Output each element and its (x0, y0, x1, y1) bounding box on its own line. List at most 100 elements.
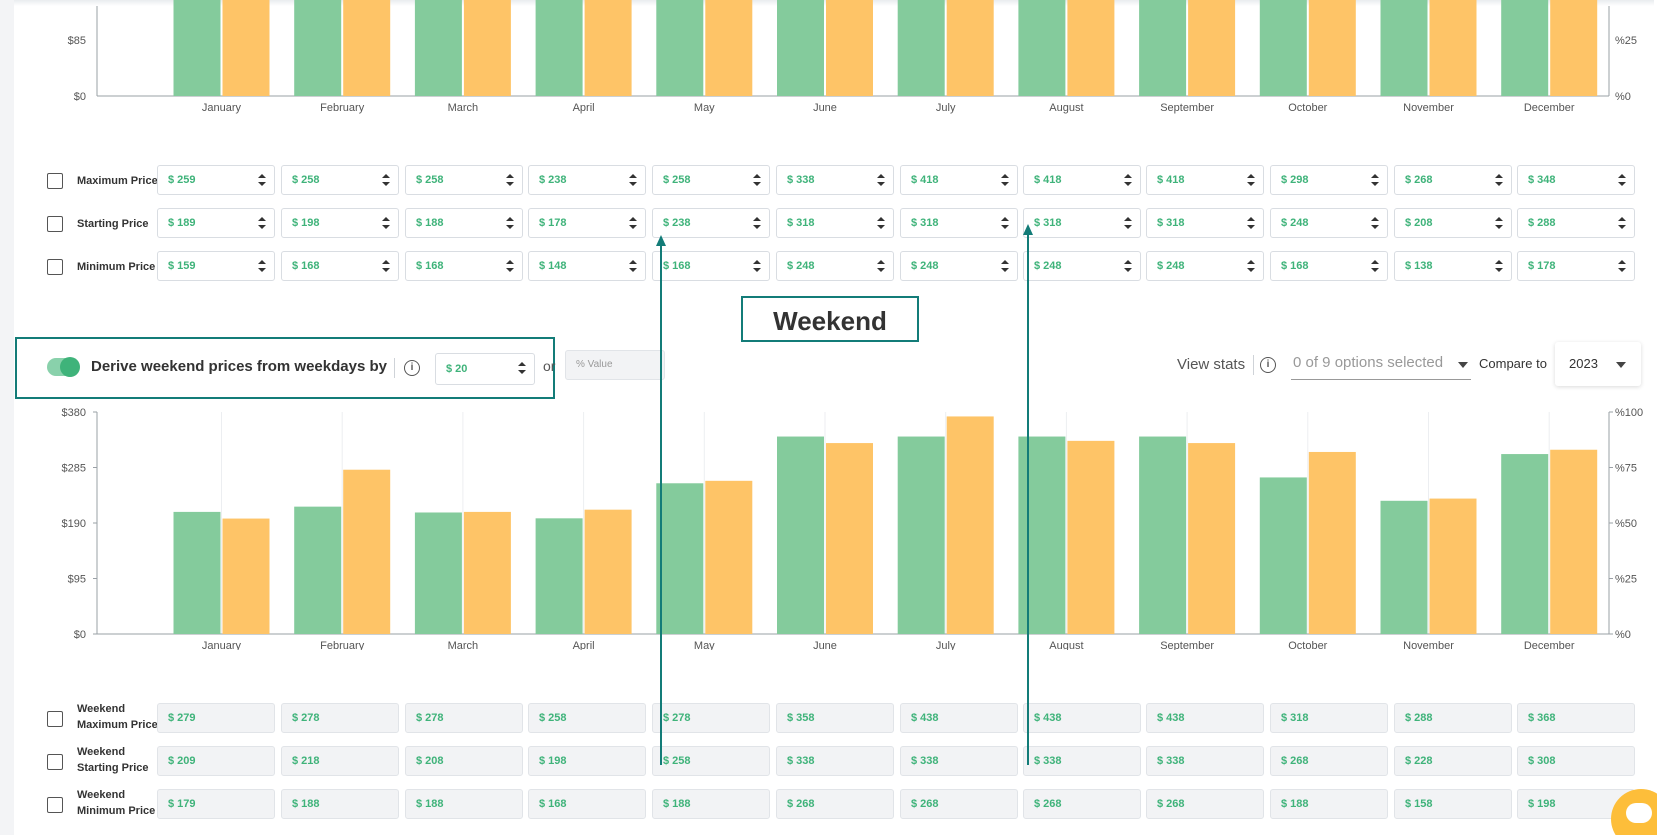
info-icon[interactable]: i (1260, 357, 1276, 373)
price-input[interactable]: $ 248 (900, 251, 1018, 281)
price-input[interactable]: $ 159 (157, 251, 275, 281)
stepper-icon[interactable] (382, 174, 390, 188)
stepper-icon[interactable] (1371, 174, 1379, 188)
stepper-icon[interactable] (1247, 260, 1255, 274)
stepper-icon[interactable] (1618, 217, 1626, 231)
chat-button[interactable] (1611, 789, 1657, 835)
stepper-icon[interactable] (1618, 174, 1626, 188)
price-input[interactable]: $ 338 (776, 165, 894, 195)
stepper-icon[interactable] (1124, 217, 1132, 231)
stepper-icon[interactable] (877, 217, 885, 231)
price-value: $ 418 (911, 174, 939, 186)
price-input[interactable]: $ 178 (528, 208, 646, 238)
stepper-icon[interactable] (506, 217, 514, 231)
stepper-icon[interactable] (506, 174, 514, 188)
price-input[interactable]: $ 418 (900, 165, 1018, 195)
price-input[interactable]: $ 188 (405, 208, 523, 238)
row-checkbox[interactable] (47, 711, 63, 727)
stepper-icon[interactable] (1001, 217, 1009, 231)
stepper-icon[interactable] (877, 174, 885, 188)
stepper-icon[interactable] (1495, 174, 1503, 188)
stepper-icon[interactable] (1001, 260, 1009, 274)
stepper-icon[interactable] (382, 260, 390, 274)
bar-compare (1067, 0, 1115, 96)
price-input[interactable]: $ 198 (281, 208, 399, 238)
row-checkbox[interactable] (47, 754, 63, 770)
price-input[interactable]: $ 248 (1270, 208, 1388, 238)
price-input[interactable]: $ 208 (1394, 208, 1512, 238)
price-input[interactable]: $ 258 (281, 165, 399, 195)
price-value: $ 259 (168, 174, 196, 186)
stepper-icon[interactable] (258, 260, 266, 274)
info-icon[interactable]: i (404, 360, 420, 376)
stepper-icon[interactable] (1371, 260, 1379, 274)
stepper-icon[interactable] (753, 217, 761, 231)
price-input[interactable]: $ 238 (652, 208, 770, 238)
row-checkbox[interactable] (47, 797, 63, 813)
derive-toggle[interactable] (47, 357, 80, 377)
stepper-icon[interactable] (877, 260, 885, 274)
price-input[interactable]: $ 418 (1146, 165, 1264, 195)
price-input[interactable]: $ 258 (405, 165, 523, 195)
price-input[interactable]: $ 268 (1394, 165, 1512, 195)
stepper-icon[interactable] (629, 260, 637, 274)
compare-year-select[interactable]: 2023 (1555, 342, 1641, 386)
price-input[interactable]: $ 258 (652, 165, 770, 195)
price-input[interactable]: $ 298 (1270, 165, 1388, 195)
stepper-icon[interactable] (1124, 174, 1132, 188)
price-input[interactable]: $ 168 (1270, 251, 1388, 281)
stepper-icon[interactable] (1618, 260, 1626, 274)
stepper-icon[interactable] (1371, 217, 1379, 231)
row-checkbox[interactable] (47, 173, 63, 189)
stepper-icon[interactable] (1001, 174, 1009, 188)
price-input[interactable]: $ 318 (1146, 208, 1264, 238)
derive-amount-input[interactable]: $ 20 (435, 353, 535, 385)
price-value: $ 208 (416, 755, 444, 767)
price-input: $ 358 (776, 703, 894, 733)
x-tick-label: October (1288, 640, 1327, 650)
stepper-icon[interactable] (1247, 174, 1255, 188)
price-input[interactable]: $ 238 (528, 165, 646, 195)
stepper-icon[interactable] (1495, 260, 1503, 274)
bar-weekday (897, 0, 945, 96)
price-value: $ 268 (1281, 755, 1309, 767)
price-input[interactable]: $ 418 (1023, 165, 1141, 195)
price-input[interactable]: $ 318 (1023, 208, 1141, 238)
y-tick-label: $190 (62, 518, 86, 530)
price-input[interactable]: $ 189 (157, 208, 275, 238)
price-input[interactable]: $ 248 (1023, 251, 1141, 281)
stepper-icon[interactable] (506, 260, 514, 274)
price-input[interactable]: $ 348 (1517, 165, 1635, 195)
bar-compare (343, 469, 391, 634)
price-input[interactable]: $ 248 (776, 251, 894, 281)
row-checkbox[interactable] (47, 216, 63, 232)
stepper-icon[interactable] (258, 217, 266, 231)
price-input[interactable]: $ 178 (1517, 251, 1635, 281)
price-input[interactable]: $ 168 (281, 251, 399, 281)
price-input[interactable]: $ 248 (1146, 251, 1264, 281)
price-value: $ 288 (1528, 217, 1556, 229)
price-input[interactable]: $ 148 (528, 251, 646, 281)
price-input[interactable]: $ 138 (1394, 251, 1512, 281)
row-checkbox[interactable] (47, 259, 63, 275)
bar-weekend-price (535, 518, 583, 634)
stepper-icon[interactable] (1495, 217, 1503, 231)
stats-options-dropdown[interactable]: 0 of 9 options selected (1291, 346, 1471, 380)
stepper-icon[interactable] (753, 260, 761, 274)
stepper-icon[interactable] (753, 174, 761, 188)
price-input[interactable]: $ 288 (1517, 208, 1635, 238)
stepper-icon[interactable] (1124, 260, 1132, 274)
price-input[interactable]: $ 318 (776, 208, 894, 238)
price-input[interactable]: $ 259 (157, 165, 275, 195)
stepper-icon[interactable] (258, 174, 266, 188)
price-input[interactable]: $ 168 (405, 251, 523, 281)
price-input[interactable]: $ 168 (652, 251, 770, 281)
stepper-icon[interactable] (629, 217, 637, 231)
percent-value-input[interactable]: % Value (565, 350, 665, 380)
stepper-icon[interactable] (1247, 217, 1255, 231)
stepper-icon[interactable] (382, 217, 390, 231)
price-input[interactable]: $ 318 (900, 208, 1018, 238)
bar-weekday (1018, 0, 1066, 96)
stepper-icon[interactable] (629, 174, 637, 188)
stepper-icon[interactable] (518, 362, 526, 376)
